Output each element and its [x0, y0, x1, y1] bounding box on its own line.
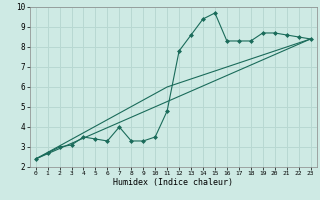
- X-axis label: Humidex (Indice chaleur): Humidex (Indice chaleur): [113, 178, 233, 187]
